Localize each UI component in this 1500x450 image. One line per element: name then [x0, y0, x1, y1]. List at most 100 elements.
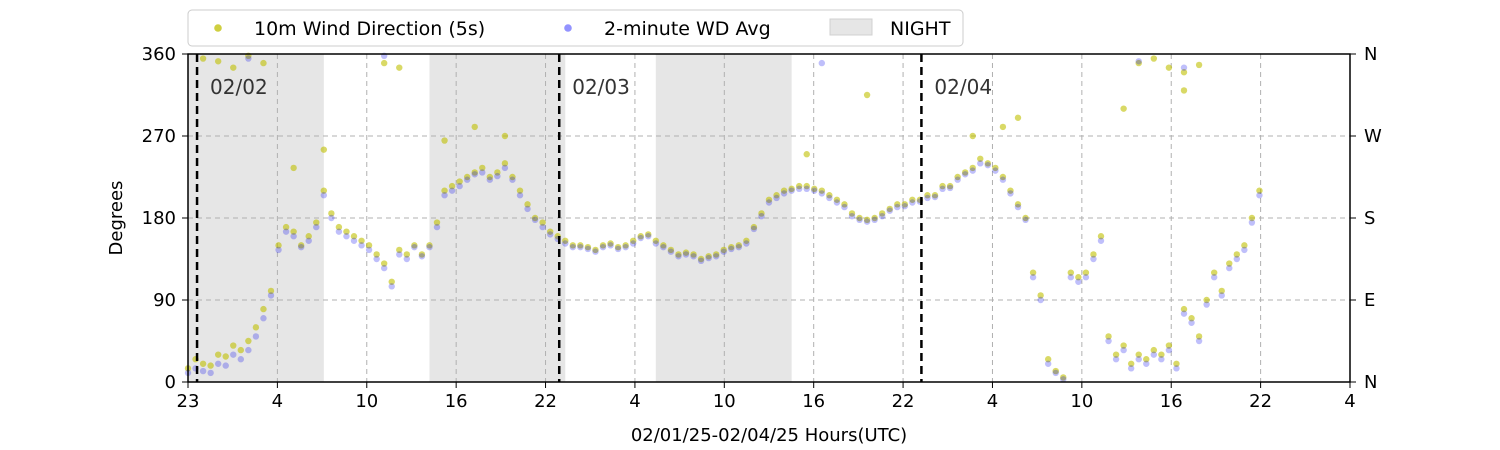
wind-direction-point — [1037, 292, 1044, 299]
wd-avg-point — [1226, 264, 1233, 272]
wd-avg-point — [214, 360, 222, 367]
wind-direction-point — [780, 187, 788, 194]
wind-direction-point — [999, 123, 1007, 131]
wd-avg-point — [531, 216, 539, 224]
wd-avg-point — [1022, 216, 1029, 224]
wind-direction-point — [826, 192, 833, 199]
wind-direction-point — [1135, 59, 1142, 67]
wd-avg-point — [939, 185, 946, 193]
wd-avg-point — [1052, 369, 1059, 377]
wd-avg-point — [675, 253, 682, 260]
wd-avg-point — [660, 243, 667, 251]
wind-direction-point — [230, 64, 237, 71]
wd-avg-point — [577, 243, 584, 251]
wd-avg-point — [969, 167, 976, 174]
wind-direction-point — [712, 251, 720, 258]
wd-avg-point — [1210, 274, 1218, 281]
wd-avg-point — [584, 245, 592, 253]
wind-direction-point — [984, 160, 992, 167]
wd-avg-point — [999, 176, 1007, 183]
wd-avg-point — [524, 205, 531, 213]
wind-direction-point — [728, 243, 735, 251]
wind-direction-point — [486, 173, 494, 181]
wind-direction-point — [1105, 333, 1112, 340]
wd-avg-point — [448, 187, 456, 194]
wind-direction-point — [230, 342, 237, 349]
wd-avg-point — [411, 243, 418, 251]
wd-avg-point — [380, 264, 388, 272]
wd-avg-point — [1195, 337, 1203, 345]
wd-avg-point — [328, 214, 335, 222]
wind-direction-point — [592, 246, 599, 254]
wd-avg-point — [1097, 237, 1105, 244]
wd-avg-point — [1029, 274, 1037, 281]
wind-direction-point — [456, 178, 463, 185]
right-tick-label: N — [1364, 372, 1377, 393]
wind-direction-point — [207, 362, 214, 369]
wind-direction-point — [1180, 87, 1188, 94]
wd-avg-point — [252, 333, 260, 340]
wind-direction-point — [328, 210, 335, 217]
x-tick-label: 16 — [445, 391, 468, 412]
wind-direction-point — [531, 214, 539, 222]
wind-direction-point — [1188, 315, 1195, 322]
series-10m-wind-direction — [184, 52, 1263, 381]
wd-avg-point — [1007, 190, 1014, 197]
wind-direction-point — [841, 201, 848, 208]
wind-direction-point — [1007, 187, 1014, 194]
wind-direction-point — [1233, 251, 1241, 258]
wd-avg-point — [720, 248, 727, 255]
wind-direction-point — [569, 242, 577, 249]
wind-direction-point — [833, 196, 841, 203]
wind-direction-point — [946, 182, 954, 190]
wd-avg-point — [441, 192, 448, 199]
wind-direction-point — [1120, 342, 1127, 349]
wd-avg-point — [909, 199, 916, 206]
wind-direction-point — [214, 58, 222, 65]
wind-direction-point — [448, 182, 456, 190]
wind-direction-point — [282, 223, 290, 231]
wind-direction-point — [773, 192, 780, 199]
wd-avg-point — [320, 192, 328, 199]
legend-label: 2-minute WD Avg — [604, 18, 771, 40]
y-tick-label: 360 — [142, 44, 176, 65]
wd-avg-point — [743, 240, 750, 247]
y-axis-title: Degrees — [106, 181, 127, 256]
wind-direction-point — [245, 337, 252, 345]
wd-avg-point — [954, 176, 961, 183]
wind-direction-point — [494, 169, 501, 176]
wd-avg-point — [313, 223, 320, 231]
wind-direction-point — [1067, 269, 1075, 276]
wind-direction-point — [743, 237, 750, 244]
x-tick-label: 4 — [1344, 391, 1355, 412]
wind-direction-point — [275, 242, 282, 249]
wd-avg-point — [275, 246, 282, 254]
wd-avg-point — [1158, 356, 1165, 363]
wind-direction-point — [675, 251, 682, 258]
wind-direction-point — [1165, 64, 1173, 71]
wind-direction-point — [682, 249, 690, 256]
wd-avg-point — [811, 187, 818, 194]
wd-avg-point — [901, 202, 909, 210]
wd-avg-point — [335, 228, 343, 235]
wind-direction-point — [1143, 356, 1150, 363]
wd-avg-point — [562, 240, 569, 247]
wind-direction-point — [1135, 351, 1142, 358]
wind-direction-point — [690, 251, 697, 258]
wind-direction-point — [297, 242, 305, 249]
wd-avg-point — [1218, 292, 1225, 299]
wd-avg-point — [818, 59, 826, 67]
wind-direction-point — [305, 233, 312, 240]
wd-avg-point — [1112, 356, 1120, 363]
wind-direction-point — [539, 219, 546, 226]
wd-avg-point — [486, 176, 494, 183]
wind-direction-point — [373, 251, 380, 258]
x-tick-label: 10 — [1070, 391, 1093, 412]
wd-avg-point — [1105, 337, 1112, 345]
legend: 10m Wind Direction (5s) 2-minute WD Avg NI… — [187, 9, 964, 47]
wind-direction-point — [863, 91, 871, 99]
wd-avg-point — [629, 240, 637, 247]
wd-avg-point — [599, 243, 607, 251]
legend-box — [187, 9, 964, 47]
wd-avg-point — [297, 243, 305, 251]
